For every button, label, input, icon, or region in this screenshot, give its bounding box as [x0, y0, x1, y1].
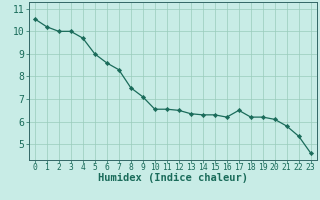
X-axis label: Humidex (Indice chaleur): Humidex (Indice chaleur): [98, 173, 248, 183]
